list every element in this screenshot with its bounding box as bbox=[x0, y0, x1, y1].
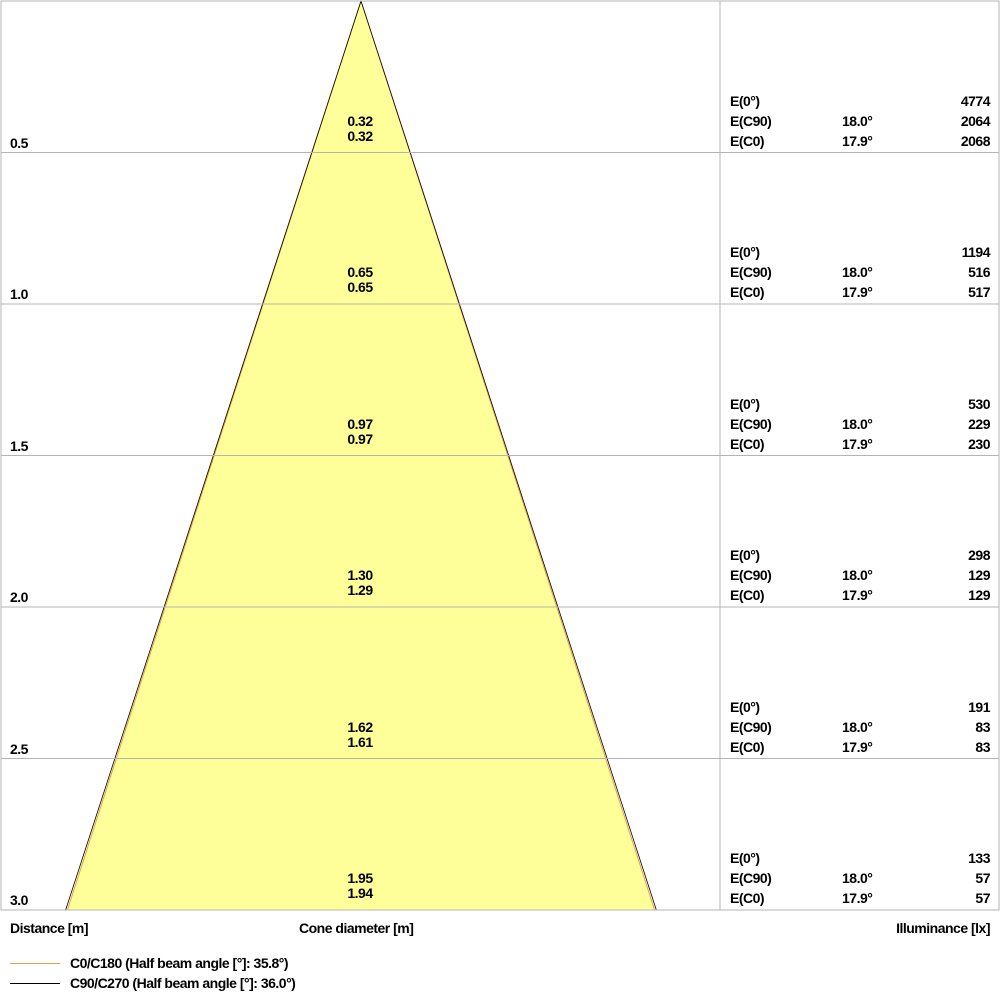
cone-diameter-c0: 0.97 bbox=[347, 415, 373, 432]
legend-line-c0 bbox=[10, 963, 60, 964]
illuminance-ec90-value: 57 bbox=[975, 870, 990, 886]
illuminance-e0-label: E(0°) bbox=[730, 547, 760, 563]
illuminance-ec0-value: 57 bbox=[975, 890, 990, 906]
illuminance-e0-label: E(0°) bbox=[730, 698, 760, 715]
cone-diameter-c90: 1.29 bbox=[347, 582, 373, 598]
illuminance-ec0-angle: 17.9° bbox=[842, 132, 873, 149]
distance-label: 2.5 bbox=[10, 740, 28, 757]
illuminance-ec90-angle: 18.0° bbox=[842, 567, 873, 583]
illuminance-ec0-angle: 17.9° bbox=[842, 738, 873, 755]
illuminance-ec90-angle: 18.0° bbox=[842, 870, 873, 886]
cone-diameter-c90: 1.61 bbox=[347, 733, 373, 750]
cone-diameter-c0: 1.30 bbox=[347, 567, 373, 583]
cone-diameter-c0: 0.32 bbox=[347, 112, 373, 129]
legend-label-c90: C90/C270 (Half beam angle [°]: 36.0°) bbox=[70, 975, 296, 991]
legend-line-c90 bbox=[10, 983, 60, 984]
cone-diameter-c0: 0.65 bbox=[347, 264, 373, 280]
distance-label: 1.5 bbox=[10, 437, 28, 454]
illuminance-ec0-value: 517 bbox=[968, 284, 990, 300]
illuminance-e0-label: E(0°) bbox=[730, 244, 760, 260]
cone-diameter-axis-title: Cone diameter [m] bbox=[299, 920, 414, 936]
illuminance-ec90-value: 2064 bbox=[960, 112, 991, 129]
illuminance-e0-value: 1194 bbox=[961, 244, 991, 260]
illuminance-e0-value: 133 bbox=[968, 850, 990, 866]
distance-axis-title: Distance [m] bbox=[10, 920, 89, 936]
distance-label: 0.5 bbox=[10, 134, 28, 151]
illuminance-ec0-label: E(C0) bbox=[730, 587, 765, 603]
illuminance-e0-value: 298 bbox=[968, 547, 990, 563]
illuminance-ec90-value: 516 bbox=[968, 264, 990, 280]
cone-diameter-c90: 0.65 bbox=[347, 279, 373, 295]
cone-diameter-c90: 0.97 bbox=[347, 430, 373, 447]
illuminance-ec90-label: E(C90) bbox=[730, 567, 772, 583]
illuminance-ec90-label: E(C90) bbox=[730, 264, 772, 280]
illuminance-ec90-angle: 18.0° bbox=[842, 415, 873, 432]
illuminance-ec0-value: 129 bbox=[968, 587, 990, 603]
illuminance-ec0-label: E(C0) bbox=[730, 132, 765, 149]
illuminance-e0-label: E(0°) bbox=[730, 395, 760, 412]
illuminance-ec90-angle: 18.0° bbox=[842, 112, 873, 129]
illuminance-ec90-angle: 18.0° bbox=[842, 264, 873, 280]
illuminance-ec90-value: 229 bbox=[968, 415, 990, 432]
cone-diameter-c0: 1.62 bbox=[347, 718, 373, 735]
illuminance-ec90-label: E(C90) bbox=[730, 870, 772, 886]
illuminance-ec0-angle: 17.9° bbox=[842, 284, 873, 300]
illuminance-ec0-angle: 17.9° bbox=[842, 890, 873, 906]
illuminance-ec90-angle: 18.0° bbox=[842, 718, 873, 735]
legend-label-c0: C0/C180 (Half beam angle [°]: 35.8°) bbox=[70, 955, 289, 971]
illuminance-ec0-angle: 17.9° bbox=[842, 435, 873, 452]
distance-label: 1.0 bbox=[10, 286, 28, 302]
illuminance-e0-value: 191 bbox=[968, 698, 990, 715]
cone-diameter-c90: 1.94 bbox=[347, 885, 373, 901]
illuminance-ec0-label: E(C0) bbox=[730, 284, 765, 300]
illuminance-ec90-label: E(C90) bbox=[730, 415, 772, 432]
illuminance-ec90-label: E(C90) bbox=[730, 112, 772, 129]
cone-diameter-c90: 0.32 bbox=[347, 127, 373, 144]
distance-label: 3.0 bbox=[10, 892, 28, 908]
illuminance-ec0-label: E(C0) bbox=[730, 738, 765, 755]
illuminance-e0-label: E(0°) bbox=[730, 92, 760, 109]
illuminance-ec0-label: E(C0) bbox=[730, 890, 765, 906]
illuminance-e0-value: 4774 bbox=[960, 92, 991, 109]
illuminance-ec0-label: E(C0) bbox=[730, 435, 765, 452]
illuminance-e0-label: E(0°) bbox=[730, 850, 760, 866]
illuminance-ec90-label: E(C90) bbox=[730, 718, 772, 735]
cone-diameter-c0: 1.95 bbox=[347, 870, 373, 886]
illuminance-axis-title: Illuminance [lx] bbox=[896, 920, 990, 936]
distance-label: 2.0 bbox=[10, 589, 28, 605]
illuminance-ec0-value: 83 bbox=[975, 738, 990, 755]
illuminance-ec0-value: 230 bbox=[968, 435, 990, 452]
illuminance-ec90-value: 83 bbox=[975, 718, 990, 735]
illuminance-e0-value: 530 bbox=[968, 395, 990, 412]
illuminance-ec0-value: 2068 bbox=[960, 132, 991, 149]
illuminance-ec0-angle: 17.9° bbox=[842, 587, 873, 603]
illuminance-ec90-value: 129 bbox=[968, 567, 990, 583]
